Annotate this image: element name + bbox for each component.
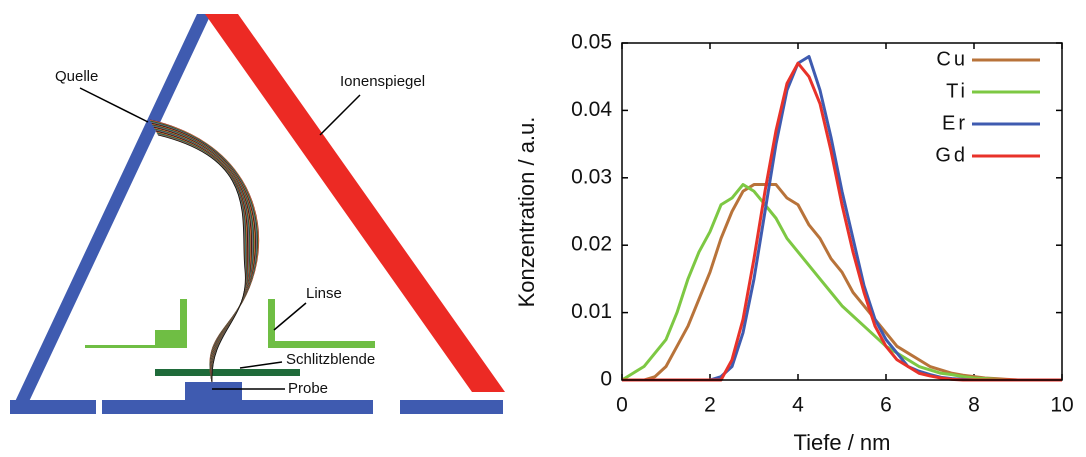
y-tick-label: 0.01 [571,300,612,323]
y-tick-label: 0.03 [571,165,612,188]
lens-left [85,299,187,348]
y-tick-label: 0.05 [571,31,612,54]
data-line [622,61,1062,382]
x-tick-label: 4 [792,394,804,417]
trajectory [157,134,246,383]
slit-aperture [155,369,300,376]
x-tick-label: 10 [1050,394,1073,417]
label: Schlitzblende [286,351,375,368]
x-tick-label: 8 [968,394,980,417]
sample [185,382,242,402]
label: Linse [306,285,342,302]
x-tick-label: 2 [704,394,716,417]
callouts [79,87,361,390]
callout [239,361,283,369]
base-plate [10,400,96,414]
base-plate [400,400,503,414]
legend-label: Gd [935,144,968,166]
data-line [622,54,1062,382]
legend-label: Ti [946,80,968,102]
lens-right [268,299,375,348]
y-tick-label: 0.02 [571,233,612,256]
ion-mirror [205,14,505,392]
y-axis-label: Konzentration / a.u. [514,117,539,308]
y-tick-label: 0.04 [571,98,612,121]
label: Ionenspiegel [340,73,425,90]
callout [79,87,149,123]
callout [319,94,361,136]
x-axis-label: Tiefe / nm [794,430,891,455]
chart: Tiefe / nm Konzentration / a.u. 0 2 4 6 8 10 0… [514,31,1074,455]
trajectories [149,119,260,383]
x-tick-label: 0 [616,394,628,417]
data-line [621,183,1062,382]
label: Probe [288,380,328,397]
base-plate [102,400,373,414]
left-mirror [12,14,211,408]
legend-label: Er [942,112,968,134]
plot-frame [621,42,1063,381]
instrument-diagram: Quelle Ionenspiegel Linse Schlitzblende … [10,14,505,414]
x-tick-label: 6 [880,394,892,417]
callout [273,302,307,331]
y-tick-label: 0 [600,368,612,391]
label: Quelle [55,68,98,85]
legend-label: Cu [936,48,968,70]
